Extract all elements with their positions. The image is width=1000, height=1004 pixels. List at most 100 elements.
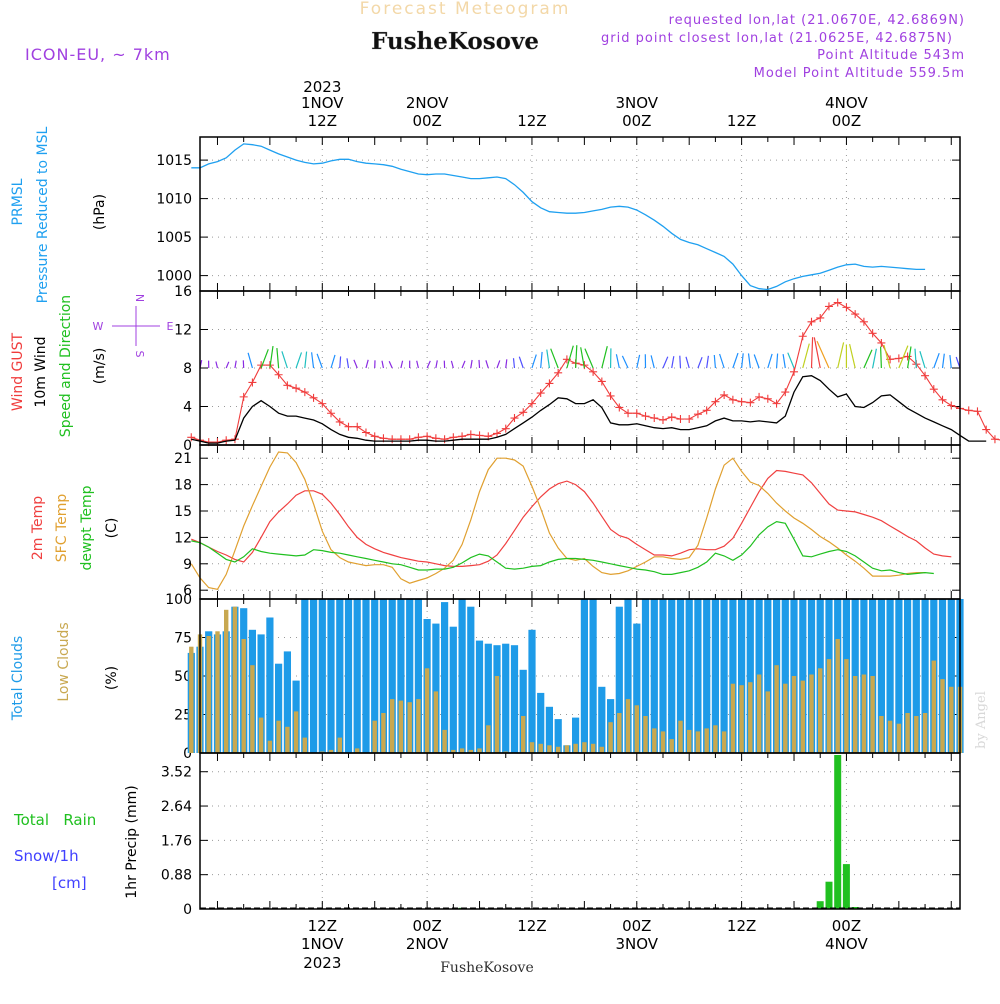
gust-marker bbox=[781, 388, 789, 396]
low-clouds-label: Low Clouds bbox=[56, 622, 72, 701]
requested-coords: requested lon,lat (21.0670E, 42.6869N) bbox=[669, 13, 965, 28]
total-clouds-label: Total Clouds bbox=[10, 636, 26, 721]
wind-arrow bbox=[305, 352, 307, 368]
wind-arrow bbox=[637, 355, 640, 368]
low-cloud-bar bbox=[556, 747, 560, 753]
pressure-msl-label: Pressure Reduced to MSL bbox=[35, 126, 51, 303]
dewpt-line bbox=[191, 522, 934, 575]
wind-arrow bbox=[602, 346, 607, 368]
wind-arrow bbox=[749, 353, 751, 368]
low-cloud-bar bbox=[870, 676, 874, 753]
gust-marker bbox=[292, 384, 300, 392]
low-cloud-bar bbox=[242, 639, 246, 753]
wind-arrow bbox=[389, 361, 392, 368]
low-cloud-bar bbox=[661, 731, 665, 753]
gust-marker bbox=[441, 435, 449, 443]
tsfc-line bbox=[191, 452, 925, 589]
ytick-label: 1.76 bbox=[161, 833, 192, 849]
low-cloud-bar bbox=[373, 721, 377, 753]
temp-unit: (C) bbox=[104, 518, 120, 539]
tsfc-label: SFC Temp bbox=[54, 494, 70, 563]
wind-arrow bbox=[817, 341, 829, 368]
low-cloud-bar bbox=[442, 730, 446, 753]
gust-marker bbox=[659, 416, 667, 424]
pressure-unit: (hPa) bbox=[92, 194, 108, 230]
low-cloud-bar bbox=[914, 716, 918, 753]
wind-arrow bbox=[317, 354, 322, 368]
wind-arrow bbox=[714, 355, 715, 368]
gust-marker bbox=[746, 399, 754, 407]
wind-arrow bbox=[686, 357, 689, 368]
gust-marker bbox=[397, 435, 405, 443]
gridlines bbox=[200, 137, 960, 909]
t2m-line bbox=[191, 471, 951, 567]
low-cloud-bar bbox=[652, 728, 656, 753]
low-cloud-bar bbox=[897, 724, 901, 753]
low-cloud-bar bbox=[705, 728, 709, 753]
low-cloud-bar bbox=[303, 738, 307, 753]
low-cloud-bar bbox=[731, 684, 735, 753]
low-cloud-bar bbox=[862, 675, 866, 754]
top-date-label: 4NOV bbox=[825, 94, 868, 112]
dewpt-label: dewpt Temp bbox=[79, 485, 95, 570]
prmsl-label: PRMSL bbox=[10, 178, 26, 225]
wind-arrow bbox=[340, 356, 341, 368]
wind-line bbox=[191, 376, 986, 443]
wind-unit: (m/s) bbox=[92, 348, 108, 385]
low-cloud-bar bbox=[189, 647, 193, 753]
low-cloud-bar bbox=[853, 676, 857, 753]
wind-arrow bbox=[576, 345, 577, 368]
gust-label: Wind GUST bbox=[10, 332, 26, 411]
low-cloud-bar bbox=[678, 721, 682, 753]
bottom-hour-label: 00Z bbox=[832, 917, 861, 935]
total-cloud-bar bbox=[362, 599, 369, 753]
ytick-label: 3.52 bbox=[161, 765, 192, 781]
model-altitude: Model Point Altitude 559.5m bbox=[754, 66, 965, 81]
wind-arrow bbox=[312, 352, 314, 368]
low-cloud-bar bbox=[932, 661, 936, 753]
low-cloud-bar bbox=[573, 744, 577, 753]
low-cloud-bar bbox=[757, 675, 761, 754]
rain-bar bbox=[843, 864, 850, 909]
bottom-year-label: 2023 bbox=[303, 954, 341, 972]
gust-marker bbox=[921, 372, 929, 380]
wind-arrow bbox=[733, 353, 738, 368]
low-cloud-bar bbox=[399, 701, 403, 753]
location-title: FusheKosove bbox=[371, 28, 539, 55]
top-hour-label: 00Z bbox=[622, 112, 651, 130]
bottom-hour-label: 12Z bbox=[727, 917, 756, 935]
total-cloud-bar bbox=[659, 599, 666, 753]
low-cloud-bar bbox=[801, 681, 805, 753]
ytick-label: 18 bbox=[174, 478, 192, 494]
gust-marker bbox=[729, 396, 737, 404]
rain-label: Total Rain bbox=[13, 811, 96, 829]
wind-arrow bbox=[366, 360, 368, 368]
low-cloud-bar bbox=[670, 739, 674, 753]
low-cloud-bar bbox=[792, 676, 796, 753]
low-cloud-bar bbox=[565, 745, 569, 753]
wind-arrow bbox=[282, 351, 287, 368]
low-cloud-bar bbox=[416, 699, 420, 753]
wind-arrow bbox=[471, 360, 472, 368]
bottom-date-label: 3NOV bbox=[615, 935, 658, 953]
wind-arrow bbox=[296, 352, 301, 368]
gust-marker bbox=[248, 378, 256, 386]
wind-arrow bbox=[783, 354, 785, 368]
ytick-label: 75 bbox=[174, 631, 192, 647]
low-cloud-bar bbox=[294, 711, 298, 753]
top-title: Forecast Meteogram bbox=[360, 0, 571, 19]
low-cloud-bar bbox=[224, 610, 228, 753]
low-cloud-bar bbox=[425, 668, 429, 753]
wind-arrow bbox=[943, 354, 945, 368]
ytick-label: 15 bbox=[174, 504, 192, 520]
low-cloud-bar bbox=[844, 659, 848, 753]
wind-arrow bbox=[216, 362, 218, 369]
credit: by Angel bbox=[974, 691, 989, 749]
wind-arrow bbox=[541, 352, 542, 368]
ytick-label: 1015 bbox=[156, 153, 192, 169]
low-cloud-bar bbox=[905, 713, 909, 753]
wind-arrow bbox=[347, 358, 349, 368]
low-cloud-bar bbox=[547, 745, 551, 753]
low-cloud-bar bbox=[809, 675, 813, 754]
